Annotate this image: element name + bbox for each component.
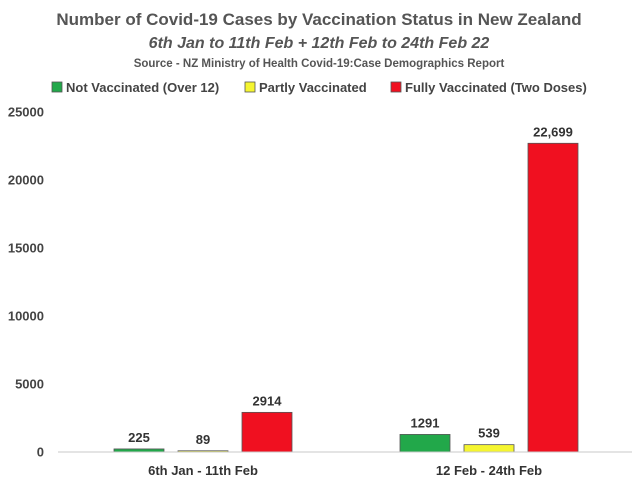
data-label-1-2: 22,699 xyxy=(533,124,573,139)
y-tick-label: 10000 xyxy=(8,309,44,324)
data-label-0-0: 225 xyxy=(128,430,150,445)
legend-swatch-1 xyxy=(244,81,256,93)
y-tick-label: 5000 xyxy=(15,377,44,392)
legend-label-1: Partly Vaccinated xyxy=(259,80,367,95)
legend: Not Vaccinated (Over 12) Partly Vaccinate… xyxy=(51,80,587,95)
x-category-label: 6th Jan - 11th Feb xyxy=(148,463,258,478)
chart-title: Number of Covid-19 Cases by Vaccination … xyxy=(56,10,581,29)
bar-1-2 xyxy=(527,142,579,453)
data-label-0-2: 2914 xyxy=(253,393,283,408)
data-label-0-1: 89 xyxy=(196,432,210,447)
bars: 225 89 2914 1291 539 22,699 xyxy=(113,124,579,453)
data-label-1-1: 539 xyxy=(478,426,500,441)
chart-subtitle: 6th Jan to 11th Feb + 12th Feb to 24th F… xyxy=(149,35,490,52)
bar-1-1 xyxy=(463,444,515,453)
chart-source: Source - NZ Ministry of Health Covid-19:… xyxy=(134,58,505,70)
y-tick-label: 20000 xyxy=(8,173,44,188)
legend-label-2: Fully Vaccinated (Two Doses) xyxy=(405,80,587,95)
bar-0-2 xyxy=(241,411,293,453)
y-axis: 0 5000 10000 15000 20000 25000 xyxy=(8,105,44,460)
legend-label-0: Not Vaccinated (Over 12) xyxy=(66,80,219,95)
data-label-1-0: 1291 xyxy=(411,415,440,430)
y-tick-label: 15000 xyxy=(8,241,44,256)
legend-swatch-2 xyxy=(390,81,402,93)
legend-swatch-0 xyxy=(51,81,63,93)
x-axis: 6th Jan - 11th Feb 12 Feb - 24th Feb xyxy=(58,451,632,478)
x-category-label: 12 Feb - 24th Feb xyxy=(436,463,542,478)
y-tick-label: 25000 xyxy=(8,105,44,120)
y-tick-label: 0 xyxy=(37,445,44,460)
bar-1-0 xyxy=(399,434,451,453)
